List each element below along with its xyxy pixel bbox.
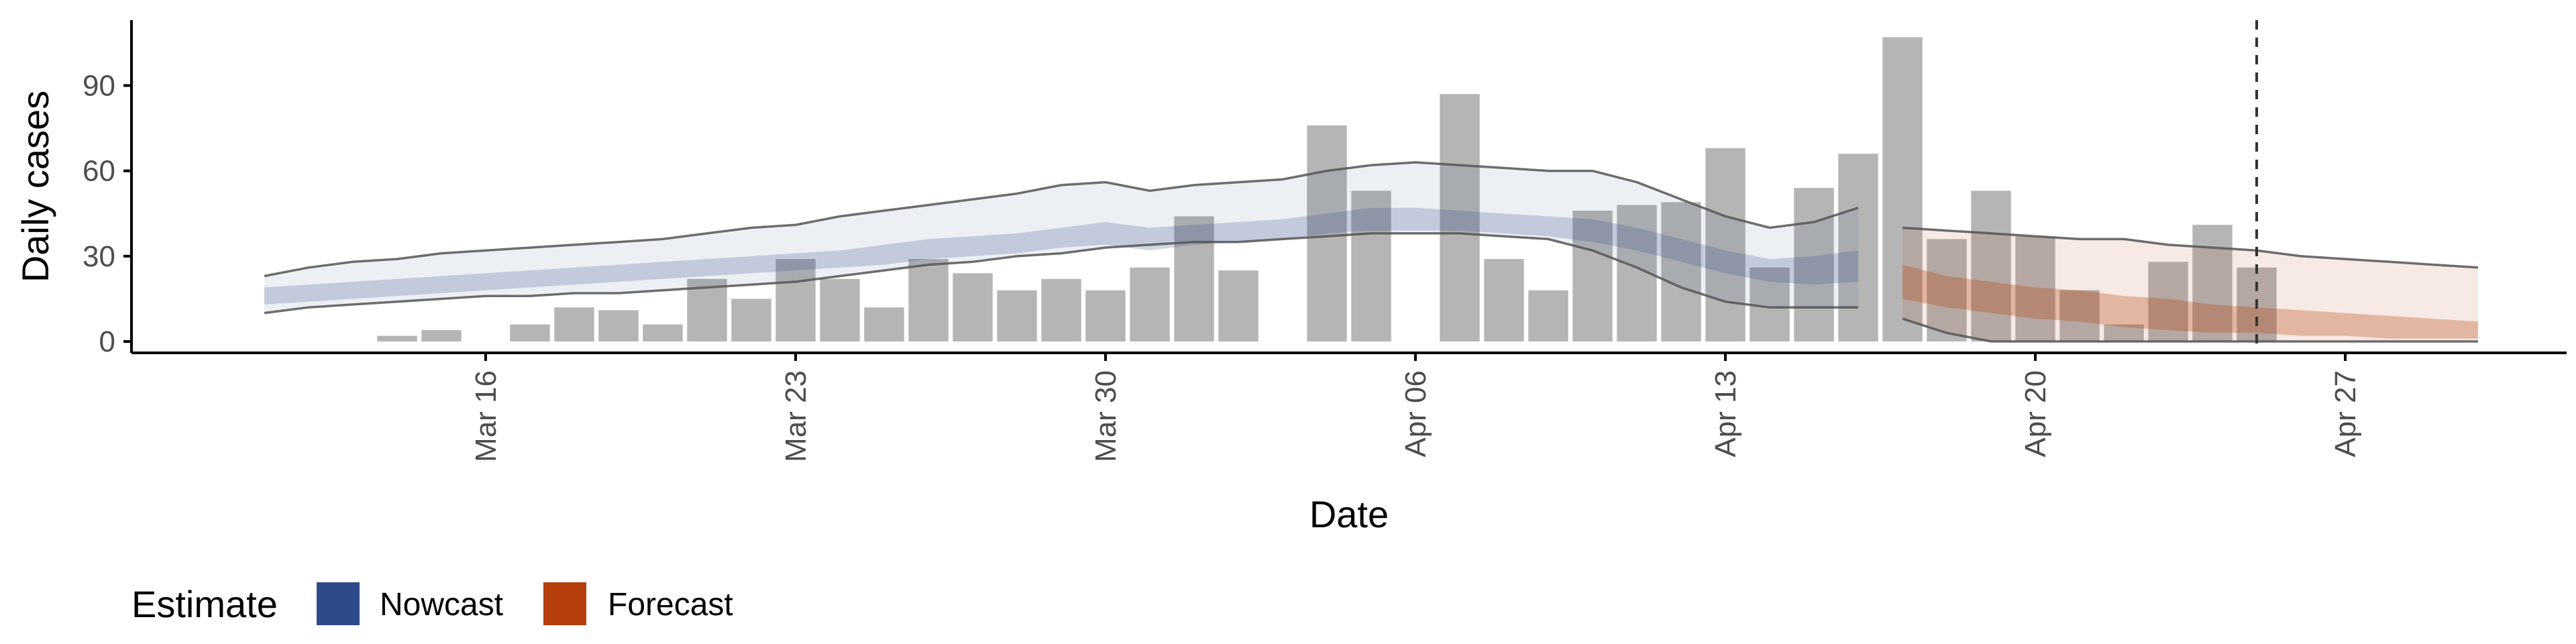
legend-label-forecast: Forecast [608, 587, 733, 623]
case-bar [2015, 236, 2055, 342]
estimate-bound-lines [264, 161, 2479, 343]
y-tick-label: 30 [83, 240, 115, 273]
y-tick-label: 60 [83, 155, 115, 188]
nowcast-lower-bound-line [264, 232, 1858, 315]
case-bar [1218, 270, 1258, 342]
forecast-upper-bound-line [1902, 226, 2479, 269]
legend-swatch-forecast [543, 582, 586, 625]
reported-cases-bars [377, 37, 2277, 342]
x-tick-label: Apr 20 [2019, 370, 2052, 458]
case-bar [2192, 225, 2233, 341]
case-bar [2148, 262, 2188, 341]
case-bar [1085, 290, 1126, 341]
x-tick-label: Apr 27 [2329, 370, 2362, 458]
nowcast-upper-bound-line [264, 161, 1859, 278]
x-tick-label: Mar 30 [1089, 370, 1122, 462]
case-bar [510, 324, 550, 341]
case-bar [1440, 94, 1480, 341]
plot-area [264, 20, 2479, 353]
case-bar [1174, 216, 1214, 341]
case-bar [1838, 154, 1878, 341]
case-bar [908, 259, 949, 341]
case-bar [1971, 191, 2011, 342]
case-bar [1927, 239, 1967, 341]
case-bar [1351, 191, 1391, 342]
case-bar [1041, 278, 1081, 342]
y-tick-label: 90 [83, 70, 115, 103]
case-bar [731, 299, 771, 342]
nowcast-ribbon-90 [264, 162, 1858, 313]
case-bar [554, 307, 594, 342]
case-bar [1307, 125, 1347, 342]
x-tick-label: Mar 23 [780, 370, 812, 462]
x-tick-label: Apr 13 [1709, 370, 1742, 458]
y-tick-label: 0 [99, 325, 115, 358]
y-axis-title: Daily cases [14, 91, 56, 282]
legend: Estimate Nowcast Forecast [131, 582, 733, 625]
case-bar [1705, 148, 1746, 342]
case-bar [997, 290, 1037, 341]
legend-swatch-nowcast [317, 582, 360, 625]
case-bar [1528, 290, 1568, 341]
case-bar [820, 278, 860, 342]
legend-title: Estimate [131, 583, 278, 625]
case-bar [1661, 202, 1701, 341]
case-bar [1572, 211, 1613, 341]
legend-label-nowcast: Nowcast [380, 587, 503, 623]
case-bar [2104, 324, 2144, 341]
case-bar [953, 273, 993, 341]
case-bar [643, 324, 683, 341]
x-tick-label: Apr 06 [1399, 370, 1432, 458]
case-bar [1794, 188, 1834, 341]
case-bar [598, 310, 639, 341]
forecast-ribbon-50 [1902, 264, 2478, 339]
case-bar [1882, 37, 1923, 342]
x-axis-ticks: Mar 16 Mar 23 Mar 30 Apr 06 Apr 13 Apr 20 Apr … [470, 353, 2362, 462]
estimate-ribbons [264, 162, 2478, 341]
x-axis-title: Date [1309, 493, 1389, 535]
case-bar [1130, 267, 1170, 341]
case-bar [775, 259, 816, 341]
case-bar [1484, 259, 1524, 341]
case-bar [377, 335, 417, 342]
case-bar [421, 330, 462, 342]
y-axis-ticks: 0 30 60 90 [83, 70, 131, 358]
forecast-lower-bound-line [1902, 317, 2478, 343]
forecast-ribbon-90 [1902, 227, 2478, 341]
case-bar [2059, 290, 2100, 341]
axes: 0 30 60 90 Mar 16 Mar 23 Mar 30 Apr 06 Apr 13 Ap… [83, 20, 2567, 462]
case-bar [864, 307, 904, 342]
x-tick-label: Mar 16 [470, 370, 502, 462]
